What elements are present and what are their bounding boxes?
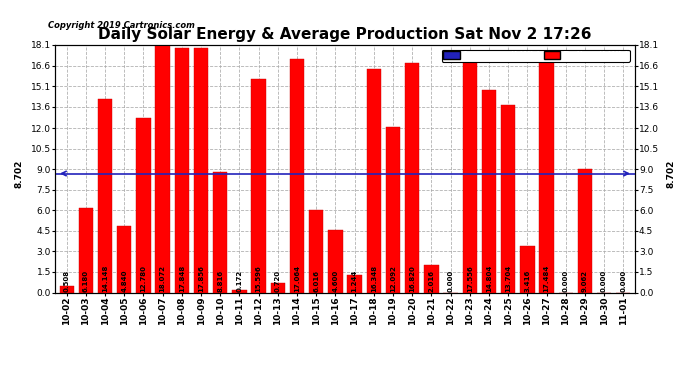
- Bar: [578, 169, 592, 292]
- Text: 0.000: 0.000: [620, 270, 627, 292]
- Text: 4.600: 4.600: [333, 270, 338, 292]
- Text: 13.704: 13.704: [505, 265, 511, 292]
- Text: 0.000: 0.000: [563, 270, 569, 292]
- Bar: [270, 283, 285, 292]
- Text: 12.092: 12.092: [390, 266, 396, 292]
- Bar: [501, 105, 515, 292]
- Bar: [59, 285, 74, 292]
- Bar: [540, 53, 553, 292]
- Text: 6.180: 6.180: [83, 270, 89, 292]
- Bar: [79, 208, 93, 292]
- Text: 9.062: 9.062: [582, 270, 588, 292]
- Bar: [520, 246, 535, 292]
- Text: 17.848: 17.848: [179, 265, 185, 292]
- Bar: [117, 226, 132, 292]
- Text: 16.348: 16.348: [371, 265, 377, 292]
- Bar: [98, 99, 112, 292]
- Bar: [386, 127, 400, 292]
- Bar: [175, 48, 189, 292]
- Text: 0.000: 0.000: [448, 270, 453, 292]
- Text: 3.416: 3.416: [524, 270, 531, 292]
- Text: 15.596: 15.596: [255, 266, 262, 292]
- Bar: [347, 276, 362, 292]
- Text: 14.804: 14.804: [486, 265, 492, 292]
- Bar: [309, 210, 324, 292]
- Text: 16.820: 16.820: [409, 266, 415, 292]
- Text: 8.702: 8.702: [14, 159, 23, 188]
- Bar: [213, 172, 228, 292]
- Text: 17.856: 17.856: [198, 266, 204, 292]
- Text: 17.484: 17.484: [544, 265, 549, 292]
- Bar: [482, 90, 496, 292]
- Text: 8.816: 8.816: [217, 270, 224, 292]
- Text: 8.702: 8.702: [667, 159, 676, 188]
- Bar: [462, 53, 477, 292]
- Text: 4.840: 4.840: [121, 270, 127, 292]
- Text: 2.016: 2.016: [428, 270, 435, 292]
- Text: 0.000: 0.000: [601, 270, 607, 292]
- Legend: Average  (kWh), Daily   (kWh): Average (kWh), Daily (kWh): [442, 50, 630, 62]
- Text: 0.508: 0.508: [63, 270, 70, 292]
- Title: Daily Solar Energy & Average Production Sat Nov 2 17:26: Daily Solar Energy & Average Production …: [98, 27, 592, 42]
- Text: 18.072: 18.072: [159, 265, 166, 292]
- Text: Copyright 2019 Cartronics.com: Copyright 2019 Cartronics.com: [48, 21, 195, 30]
- Bar: [424, 265, 439, 292]
- Bar: [233, 290, 246, 292]
- Bar: [251, 79, 266, 292]
- Text: 14.148: 14.148: [102, 265, 108, 292]
- Bar: [328, 230, 343, 292]
- Text: 17.064: 17.064: [294, 265, 300, 292]
- Text: 0.720: 0.720: [275, 270, 281, 292]
- Bar: [405, 63, 420, 292]
- Bar: [290, 59, 304, 292]
- Bar: [194, 48, 208, 292]
- Bar: [137, 118, 150, 292]
- Text: 0.172: 0.172: [237, 270, 242, 292]
- Bar: [155, 45, 170, 292]
- Text: 6.016: 6.016: [313, 270, 319, 292]
- Text: 17.556: 17.556: [466, 266, 473, 292]
- Text: 1.244: 1.244: [352, 270, 357, 292]
- Bar: [366, 69, 381, 292]
- Text: 12.780: 12.780: [141, 265, 146, 292]
